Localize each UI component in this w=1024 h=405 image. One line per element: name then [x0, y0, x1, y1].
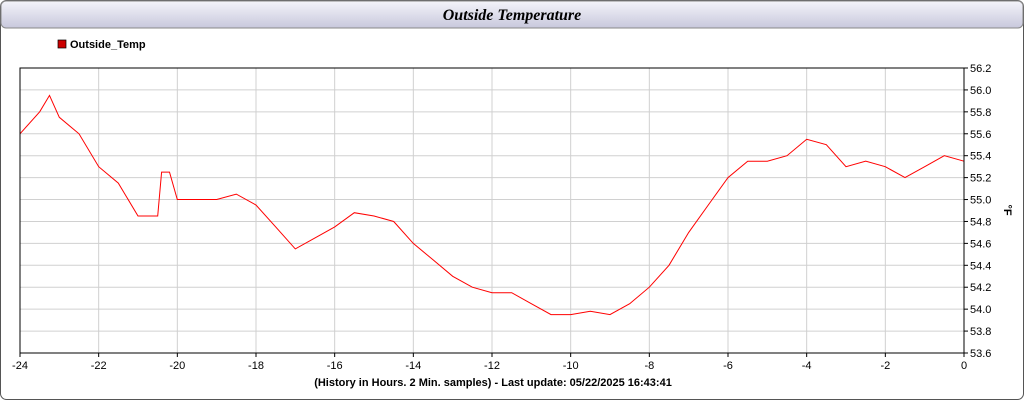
x-tick-label: -8 [644, 360, 654, 372]
y-tick-label: 55.6 [970, 129, 991, 141]
x-tick-label: -12 [484, 360, 500, 372]
x-tick-label: -18 [248, 360, 264, 372]
y-tick-label: 54.2 [970, 282, 991, 294]
x-tick-label: -2 [880, 360, 890, 372]
x-tick-label: -22 [91, 360, 107, 372]
x-axis-label: (History in Hours. 2 Min. samples) - Las… [314, 377, 672, 389]
x-tick-label: 0 [961, 360, 967, 372]
plot-border [19, 67, 965, 354]
y-tick-label: 54.4 [970, 260, 991, 272]
legend-label: Outside_Temp [70, 39, 146, 51]
x-tick-label: -10 [563, 360, 579, 372]
y-tick-label: 53.8 [970, 326, 991, 338]
chart-title: Outside Temperature [443, 7, 582, 24]
x-tick-label: -4 [802, 360, 812, 372]
header [0, 0, 1024, 29]
y-tick-label: 55.0 [970, 195, 991, 207]
y-tick-label: 55.8 [970, 107, 991, 119]
legend-swatch [57, 39, 67, 49]
y-tick-label: 56.0 [970, 85, 991, 97]
x-tick-label: -16 [327, 360, 343, 372]
y-tick-label: 54.6 [970, 238, 991, 250]
y-tick-label: 55.4 [970, 151, 991, 163]
y-tick-label: 53.6 [970, 348, 991, 360]
x-tick-label: -24 [12, 360, 28, 372]
x-tick-label: -20 [169, 360, 185, 372]
y-tick-label: 56.2 [970, 63, 991, 75]
y-axis-label: °F [1001, 204, 1013, 215]
x-tick-label: -14 [405, 360, 421, 372]
data-line [19, 94, 965, 316]
y-tick-label: 55.2 [970, 173, 991, 185]
y-tick-label: 54.0 [970, 304, 991, 316]
x-tick-label: -6 [723, 360, 733, 372]
y-tick-label: 54.8 [970, 216, 991, 228]
